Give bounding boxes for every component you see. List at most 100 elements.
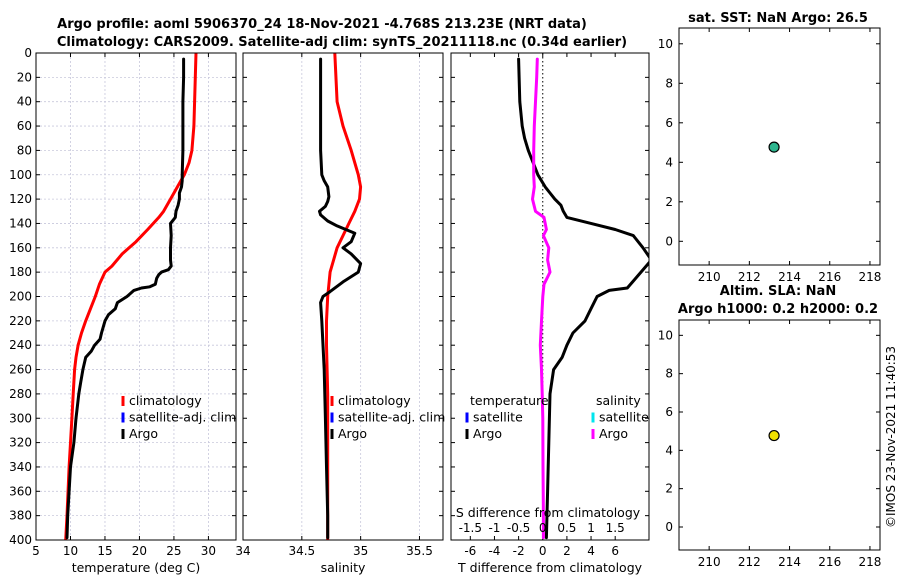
temperature-ytick-label: 140 [9, 216, 32, 230]
sla-ytick-label: 4 [665, 443, 673, 457]
salinity-series-argo [318, 57, 363, 540]
sla-xtick-label: 214 [778, 555, 801, 569]
sst-ytick-label: 6 [665, 116, 673, 130]
sla-ytick-label: 8 [665, 367, 673, 381]
temperature-series-climatology [64, 53, 198, 540]
difference-s-tick-label: 1.5 [606, 521, 625, 535]
sst-xtick-label: 216 [818, 270, 841, 284]
difference-xtick-label: 0 [539, 544, 547, 558]
sla-ytick-label: 10 [658, 328, 673, 342]
sst-ytick-label: 0 [665, 234, 673, 248]
difference-xtick-label: -4 [488, 544, 500, 558]
sla-data-point [768, 429, 780, 442]
difference-xtick-label: 2 [563, 544, 571, 558]
temperature-ytick-label: 380 [9, 509, 32, 523]
temperature-ytick-label: 200 [9, 290, 32, 304]
sla-ytick-label: 6 [665, 405, 673, 419]
figure-title-line1: Argo profile: aoml 5906370_24 18-Nov-202… [57, 17, 587, 32]
salinity-xtick-label: 35 [353, 544, 368, 558]
difference-temperature-legend-label: satellite [473, 410, 523, 425]
sst-ytick-label: 8 [665, 76, 673, 90]
sst-data-point [768, 141, 780, 153]
sst-ytick-label: 10 [658, 37, 673, 51]
difference-frame [450, 52, 650, 541]
difference-s-xlabel: S difference from climatology [456, 505, 641, 520]
temperature-ytick-label: 340 [9, 460, 32, 474]
temperature-xlabel: temperature (deg C) [72, 560, 201, 575]
timestamp-label: ©IMOS 23-Nov-2021 11:40:53 [884, 346, 898, 528]
temperature-ytick-label: 260 [9, 363, 32, 377]
difference-xtick-label: -2 [513, 544, 525, 558]
sla-xtick-label: 216 [818, 555, 841, 569]
difference-s-tick-label: -0.5 [507, 521, 530, 535]
sst-frame [678, 27, 881, 266]
temperature-ytick-label: 360 [9, 484, 32, 498]
temperature-ytick-label: 400 [9, 533, 32, 547]
sst-xtick-label: 218 [858, 270, 881, 284]
sst-xtick-label: 212 [738, 270, 761, 284]
sla-panel: 210 212 214 216 218 0 2 4 6 8 10 Altim. SLA: NaN Arg… [658, 284, 882, 569]
temperature-ytick-label: 80 [17, 143, 32, 157]
difference-legend-header-salinity: salinity [596, 393, 641, 408]
temperature-series-argo [65, 57, 186, 540]
difference-series-salinity-argo [531, 57, 552, 540]
sla-subtitle: Argo h1000: 0.2 h2000: 0.2 [678, 302, 878, 317]
salinity-series-group [318, 53, 363, 540]
salinity-series-climatology [325, 53, 363, 540]
temperature-panel: 0 20 40 60 80 100 120 140 160 180 200 220 240 260 280 3… [9, 46, 237, 575]
temperature-xtick-label: 15 [97, 544, 112, 558]
temperature-ytick-label: 300 [9, 411, 32, 425]
sla-xtick-label: 210 [698, 555, 721, 569]
temperature-ytick-label: 280 [9, 387, 32, 401]
salinity-xtick-label: 34.5 [288, 544, 315, 558]
temperature-ytick-label: 160 [9, 241, 32, 255]
temperature-ytick-label: 320 [9, 436, 32, 450]
temperature-ytick-label: 100 [9, 168, 32, 182]
salinity-legend-label: climatology [338, 393, 411, 408]
difference-temperature-legend-label: Argo [473, 426, 502, 441]
sst-xtick-label: 214 [778, 270, 801, 284]
difference-series-temperature-argo [517, 57, 649, 540]
difference-s-tick-label: 1 [587, 521, 595, 535]
difference-s-tick-label: 0.5 [557, 521, 576, 535]
sla-xtick-label: 218 [858, 555, 881, 569]
temperature-ytick-label: 240 [9, 338, 32, 352]
difference-xtick-label: 4 [587, 544, 595, 558]
salinity-xlabel: salinity [321, 560, 366, 575]
difference-s-tick-label: -1.5 [459, 521, 482, 535]
difference-s-tick-label: -1 [488, 521, 500, 535]
difference-legend-header-temperature: temperature [470, 393, 549, 408]
figure-title-line2: Climatology: CARS2009. Satellite-adj cli… [57, 35, 627, 50]
temperature-legend-label: climatology [129, 393, 202, 408]
difference-salinity-legend-label: satellite [599, 410, 649, 425]
salinity-panel: 34 34.5 35 35.5 salinity climatology satellite… [235, 52, 445, 575]
temperature-xtick-label: 30 [201, 544, 216, 558]
sla-title: Altim. SLA: NaN [720, 284, 836, 299]
difference-s-tick-label: 0 [539, 521, 547, 535]
difference-xtick-label: 6 [611, 544, 619, 558]
temperature-legend-label: Argo [129, 426, 158, 441]
temperature-ytick-label: 60 [17, 119, 32, 133]
sst-title: sat. SST: NaN Argo: 26.5 [688, 11, 868, 26]
salinity-legend-label: satellite-adj. clim [338, 410, 445, 425]
temperature-ytick-label: 120 [9, 192, 32, 206]
temperature-xtick-label: 25 [166, 544, 181, 558]
difference-salinity-legend-label: Argo [599, 426, 628, 441]
sst-ytick-label: 4 [665, 155, 673, 169]
sla-ytick-label: 0 [665, 520, 673, 534]
sla-frame [678, 319, 881, 551]
temperature-ytick-label: 180 [9, 265, 32, 279]
salinity-frame [242, 52, 444, 541]
temperature-legend-label: satellite-adj. clim [129, 410, 236, 425]
difference-panel: -6 -4 -2 0 2 4 6 T difference from climatology -… [450, 52, 650, 575]
sst-ytick-label: 2 [665, 195, 673, 209]
temperature-xtick-label: 5 [32, 544, 40, 558]
sst-xtick-label: 210 [698, 270, 721, 284]
salinity-legend-label: Argo [338, 426, 367, 441]
temperature-frame [35, 52, 237, 541]
sla-ytick-label: 2 [665, 482, 673, 496]
temperature-ytick-label: 20 [17, 70, 32, 84]
salinity-xtick-label: 35.5 [406, 544, 433, 558]
difference-xtick-label: -6 [464, 544, 476, 558]
temperature-ytick-label: 220 [9, 314, 32, 328]
